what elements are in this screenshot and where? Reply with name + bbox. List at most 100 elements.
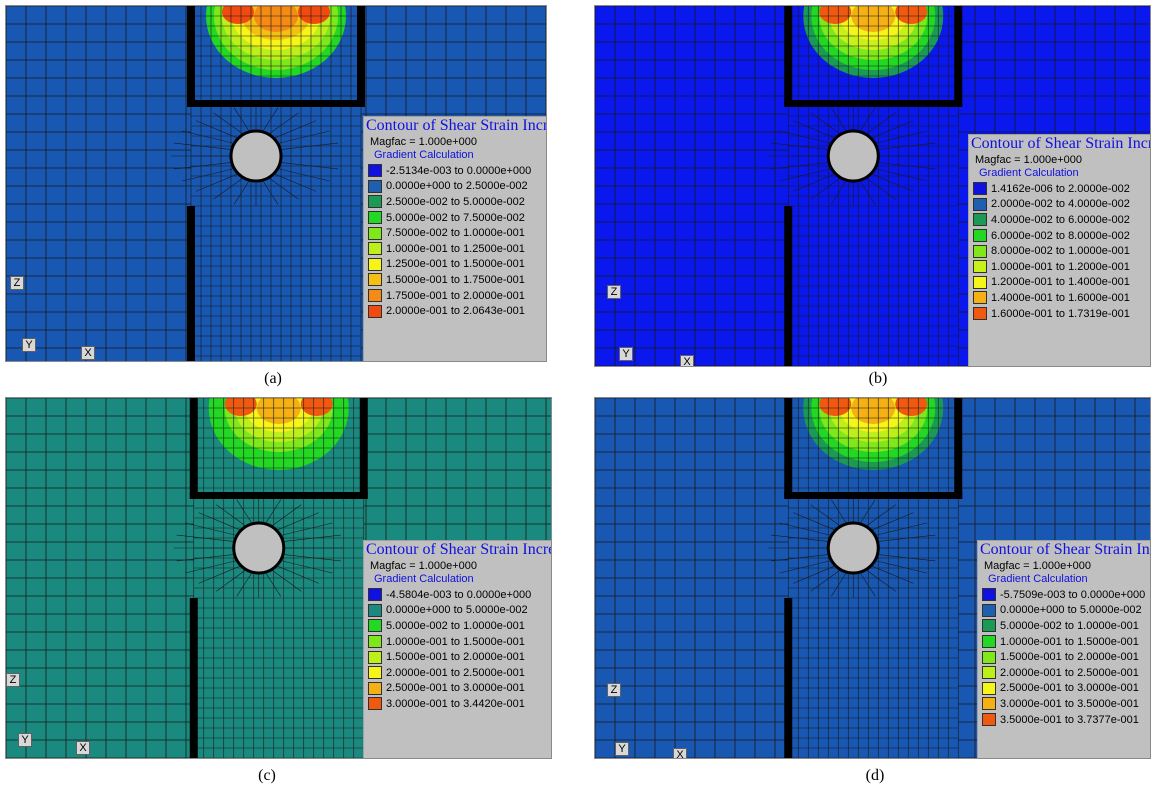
right-upper-liner <box>357 6 365 106</box>
legend-swatch <box>982 650 996 664</box>
mesh-line <box>236 571 253 597</box>
legend-magfac: Magfac = 1.000e+000 <box>370 136 478 148</box>
legend-row: 4.0000e-002 to 6.0000e-002 <box>973 212 1150 228</box>
legend-range-label: 2.0000e-001 to 2.0643e-001 <box>386 305 525 318</box>
mesh-line <box>268 177 299 200</box>
legend-row: 1.0000e-001 to 1.2000e-001 <box>973 259 1150 275</box>
legend-swatch <box>982 697 996 711</box>
mesh-line <box>262 107 279 133</box>
mesh-line <box>859 107 876 133</box>
legend-row: 3.5000e-001 to 3.7377e-001 <box>982 712 1150 728</box>
mesh-line <box>213 177 244 200</box>
legend-swatch <box>368 195 382 209</box>
legend-row: 2.0000e-001 to 2.5000e-001 <box>368 665 551 681</box>
y-axis-icon: Y <box>18 733 32 747</box>
mesh-line <box>280 162 339 170</box>
mesh-line <box>182 130 235 144</box>
mesh-line <box>213 112 244 135</box>
legend-swatch <box>368 179 382 193</box>
left-lower-liner <box>784 598 793 758</box>
legend-row: 0.0000e+000 to 2.5000e-002 <box>368 179 546 195</box>
legend-swatch <box>982 603 996 617</box>
tunnel-opening <box>826 521 880 575</box>
mesh-line <box>874 130 927 144</box>
legend-swatch <box>368 619 382 633</box>
panel-d: Contour of Shear Strain Increment Magfac… <box>594 397 1151 759</box>
mesh-line <box>282 534 341 542</box>
mesh-line <box>810 504 841 527</box>
legend-swatch <box>982 619 996 633</box>
mesh-line <box>173 162 232 170</box>
legend-range-label: 1.2500e-001 to 1.5000e-001 <box>386 258 525 271</box>
mesh-line <box>216 504 247 527</box>
mesh-line <box>830 499 848 525</box>
legend-swatch <box>368 273 382 287</box>
mesh-line <box>280 522 333 536</box>
mesh-line <box>771 142 830 150</box>
legend-swatch <box>973 229 987 243</box>
legend-ranges: -2.5134e-003 to 0.0000e+000 0.0000e+000 t… <box>366 163 546 319</box>
right-upper-liner <box>954 6 963 106</box>
bottom-liner <box>784 492 963 499</box>
legend-range-label: 6.0000e-002 to 8.0000e-002 <box>991 229 1130 242</box>
legend-range-label: 2.0000e-001 to 2.5000e-001 <box>1000 666 1139 679</box>
legend-row: 2.0000e-002 to 4.0000e-002 <box>973 197 1150 213</box>
mesh-line <box>771 162 830 170</box>
legend-range-label: 1.7500e-001 to 2.0000e-001 <box>386 289 525 302</box>
mesh-line <box>870 512 914 531</box>
legend-swatch <box>368 304 382 318</box>
strain-zone <box>851 6 896 32</box>
legend-row: 1.5000e-001 to 2.0000e-001 <box>368 649 551 665</box>
legend-row: 2.5000e-002 to 5.0000e-002 <box>368 194 546 210</box>
z-axis-icon: Z <box>10 276 24 290</box>
legend-range-label: -2.5134e-003 to 0.0000e+000 <box>386 164 532 177</box>
tunnel-opening <box>826 129 880 183</box>
bottom-liner <box>784 100 963 107</box>
mesh-line <box>793 512 836 531</box>
mesh-line <box>280 142 339 150</box>
legend-range-label: 1.6000e-001 to 1.7319e-001 <box>991 307 1130 320</box>
mesh-line <box>779 130 832 144</box>
mesh-line <box>195 173 239 192</box>
legend-swatch <box>368 257 382 271</box>
legend-range-label: 1.5000e-001 to 1.7500e-001 <box>386 273 525 286</box>
legend-swatch <box>368 211 382 225</box>
strain-zone <box>256 398 301 424</box>
legend-row: 1.6000e-001 to 1.7319e-001 <box>973 306 1150 322</box>
legend-method: Gradient Calculation <box>979 167 1079 179</box>
strain-peak <box>300 398 333 416</box>
left-lower-liner <box>784 206 793 366</box>
legend-swatch <box>982 681 996 695</box>
mesh-line <box>264 499 282 525</box>
mesh-line <box>779 168 832 182</box>
legend-method: Gradient Calculation <box>374 149 474 161</box>
z-axis-icon: Z <box>6 673 20 687</box>
mesh-line <box>182 168 235 182</box>
legend-ranges: 1.4162e-006 to 2.0000e-002 2.0000e-002 to… <box>971 181 1150 322</box>
strain-peak <box>895 398 928 416</box>
legend-row: 0.0000e+000 to 5.0000e-002 <box>368 603 551 619</box>
panel-c-legend: Contour of Shear Strain Increment Magfac… <box>363 540 551 758</box>
mesh-line <box>874 168 927 182</box>
legend-title: Contour of Shear Strain Increment <box>366 541 551 558</box>
right-upper-liner <box>954 398 963 498</box>
mesh-line <box>793 565 836 584</box>
legend-swatch <box>973 260 987 274</box>
strain-peak <box>819 6 852 24</box>
legend-row: -5.7509e-003 to 0.0000e+000 <box>982 587 1150 603</box>
legend-swatch <box>368 226 382 240</box>
mesh-line <box>271 504 302 527</box>
mesh-line <box>877 534 936 542</box>
x-axis-icon: X <box>81 346 95 360</box>
mesh-line <box>276 512 319 531</box>
mesh-line <box>793 173 836 192</box>
x-axis-icon: X <box>673 748 687 758</box>
legend-swatch <box>982 666 996 680</box>
mesh-line <box>870 120 914 139</box>
left-upper-liner <box>189 398 198 498</box>
strain-zone <box>254 6 298 32</box>
mesh-line <box>198 565 242 584</box>
legend-row: 1.2500e-001 to 1.5000e-001 <box>368 257 546 273</box>
legend-row: 1.0000e-001 to 1.5000e-001 <box>982 634 1150 650</box>
caption-a: (a) <box>264 370 282 387</box>
